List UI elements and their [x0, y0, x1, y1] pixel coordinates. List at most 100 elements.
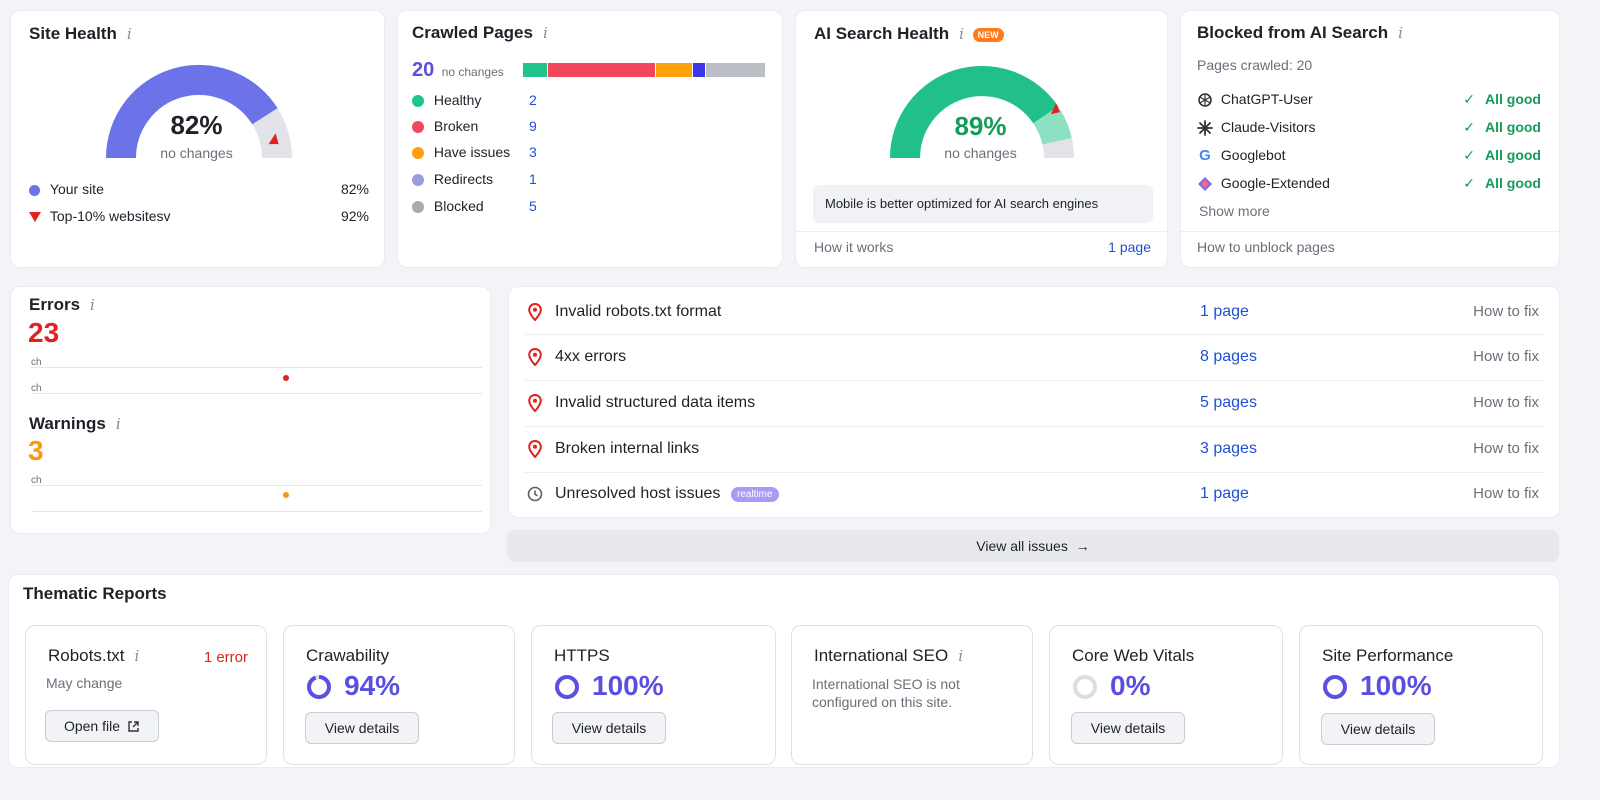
- legend-dot-icon: [29, 184, 40, 196]
- info-icon[interactable]: i: [115, 415, 121, 433]
- theme-card-core-web-vitals[interactable]: Core Web Vitals 0% View details: [1049, 625, 1283, 765]
- crawled-row-have-issues[interactable]: Have issues 3: [412, 144, 537, 160]
- issue-name[interactable]: Broken internal links: [555, 440, 700, 457]
- warnings-axis-label: ch: [31, 475, 42, 486]
- errors-warnings-card: Errors i 23 ch ch Warnings i 3 ch: [10, 286, 491, 534]
- thematic-reports-title: Thematic Reports: [23, 584, 167, 603]
- errors-trend-point[interactable]: [283, 375, 289, 381]
- legend-your-site: Your site 82%: [29, 181, 369, 197]
- ai-pages-link[interactable]: 1 page: [1108, 239, 1151, 255]
- info-icon[interactable]: i: [90, 296, 95, 314]
- bar-segment[interactable]: [705, 63, 765, 77]
- bar-segment[interactable]: [523, 63, 547, 77]
- theme-card-site-performance[interactable]: Site Performance 100% View details: [1299, 625, 1543, 765]
- crawled-row-broken[interactable]: Broken 9: [412, 118, 537, 134]
- how-to-fix-link[interactable]: How to fix: [1473, 485, 1539, 502]
- warnings-trend-point[interactable]: [283, 492, 289, 498]
- issue-row[interactable]: 4xx errors 8 pages How to fix: [525, 335, 1545, 381]
- check-icon: ✓: [1463, 175, 1475, 191]
- view-details-button[interactable]: View details: [1321, 713, 1435, 745]
- theme-card-https[interactable]: HTTPS 100% View details: [531, 625, 776, 765]
- how-it-works-link[interactable]: How it works: [814, 239, 894, 255]
- info-icon[interactable]: i: [1398, 24, 1403, 42]
- crawled-pages-card: Crawled Pages i 20 no changes Healthy 2 B…: [397, 10, 783, 268]
- issue-row[interactable]: Invalid structured data items 5 pages Ho…: [525, 381, 1545, 427]
- issue-name[interactable]: Invalid structured data items: [555, 394, 756, 411]
- ai-marker: [1050, 103, 1060, 115]
- bar-segment[interactable]: [655, 63, 692, 77]
- cwv-score: 0%: [1110, 670, 1151, 701]
- blocked-ai-card: Blocked from AI Search i Pages crawled: 2…: [1180, 10, 1561, 268]
- theme-name: Robots.txt i: [48, 646, 140, 665]
- ai-search-health-title: AI Search Health i NEW: [814, 24, 1004, 44]
- errors-count[interactable]: 23: [28, 317, 60, 348]
- external-link-icon: [128, 720, 139, 732]
- info-icon[interactable]: i: [959, 25, 964, 43]
- crawled-stacked-bar: [523, 63, 765, 77]
- performance-score: 100%: [1360, 670, 1432, 701]
- view-details-button[interactable]: View details: [1071, 712, 1185, 744]
- show-more-link[interactable]: Show more: [1199, 203, 1270, 219]
- theme-card-crawlability[interactable]: Crawability 94% View details: [283, 625, 515, 765]
- pin-icon: [528, 440, 542, 458]
- issue-pages-link[interactable]: 5 pages: [1200, 394, 1257, 411]
- info-icon[interactable]: i: [542, 24, 548, 42]
- issue-name[interactable]: Unresolved host issues: [555, 485, 721, 502]
- bot-row-googlebot: G Googlebot ✓ All good: [1197, 147, 1547, 164]
- issue-name[interactable]: Invalid robots.txt format: [555, 303, 722, 320]
- errors-gridline: [31, 393, 482, 394]
- warnings-gridline: [31, 511, 482, 512]
- status-dot-icon: [412, 95, 424, 108]
- warnings-gridline: [31, 485, 482, 486]
- how-to-fix-link[interactable]: How to fix: [1473, 348, 1539, 365]
- issue-pages-link[interactable]: 1 page: [1200, 303, 1249, 320]
- open-file-button[interactable]: Open file: [45, 710, 159, 742]
- how-to-fix-link[interactable]: How to fix: [1473, 440, 1539, 457]
- issue-row[interactable]: Unresolved host issues realtime 1 page H…: [525, 473, 1545, 517]
- ai-health-gauge: [890, 65, 1074, 159]
- bot-row-claude: Claude-Visitors ✓ All good: [1197, 119, 1547, 137]
- bar-segment[interactable]: [692, 63, 705, 77]
- intl-seo-sub: International SEO is not configured on t…: [812, 676, 960, 710]
- errors-gridline: [31, 367, 482, 368]
- google-icon: G: [1199, 147, 1211, 164]
- crawled-total[interactable]: 20 no changes: [412, 59, 504, 81]
- issue-name[interactable]: 4xx errors: [555, 348, 627, 365]
- errors-title: Errors i: [29, 295, 95, 314]
- pin-icon: [528, 394, 542, 412]
- view-all-issues-button[interactable]: View all issues →: [507, 530, 1559, 562]
- issues-card: Invalid robots.txt format 1 page How to …: [508, 286, 1560, 518]
- theme-card-international-seo[interactable]: International SEO i International SEO is …: [791, 625, 1033, 765]
- warnings-count[interactable]: 3: [28, 435, 44, 466]
- issue-pages-link[interactable]: 3 pages: [1200, 440, 1257, 457]
- top10-marker: [268, 133, 279, 145]
- errors-axis-label: ch: [31, 357, 42, 368]
- bar-segment[interactable]: [547, 63, 655, 77]
- issue-row[interactable]: Invalid robots.txt format 1 page How to …: [525, 289, 1545, 335]
- how-to-fix-link[interactable]: How to fix: [1473, 303, 1539, 320]
- arrow-right-icon: →: [1075, 538, 1090, 554]
- ai-health-note: Mobile is better optimized for AI search…: [813, 185, 1153, 223]
- info-icon[interactable]: i: [134, 647, 140, 665]
- crawled-row-blocked[interactable]: Blocked 5: [412, 198, 537, 214]
- https-score: 100%: [592, 670, 664, 701]
- divider: [796, 231, 1169, 232]
- issue-pages-link[interactable]: 8 pages: [1200, 348, 1257, 365]
- theme-card-robots[interactable]: Robots.txt i 1 error May change Open file: [25, 625, 267, 765]
- how-to-unblock-link[interactable]: How to unblock pages: [1197, 239, 1335, 255]
- info-icon[interactable]: i: [126, 25, 132, 43]
- info-icon[interactable]: i: [958, 647, 964, 665]
- how-to-fix-link[interactable]: How to fix: [1473, 394, 1539, 411]
- errors-axis-label: ch: [31, 383, 42, 394]
- crawled-row-redirects[interactable]: Redirects 1: [412, 171, 537, 187]
- pin-icon: [528, 303, 542, 321]
- crawled-row-healthy[interactable]: Healthy 2: [412, 92, 537, 108]
- view-details-button[interactable]: View details: [305, 712, 419, 744]
- view-details-button[interactable]: View details: [552, 712, 666, 744]
- issue-row[interactable]: Broken internal links 3 pages How to fix: [525, 427, 1545, 473]
- crawlability-score: 94%: [344, 670, 401, 701]
- robots-error-count[interactable]: 1 error: [203, 649, 248, 666]
- issue-pages-link[interactable]: 1 page: [1200, 485, 1249, 502]
- warnings-title: Warnings i: [29, 414, 121, 433]
- status-dot-icon: [412, 174, 424, 187]
